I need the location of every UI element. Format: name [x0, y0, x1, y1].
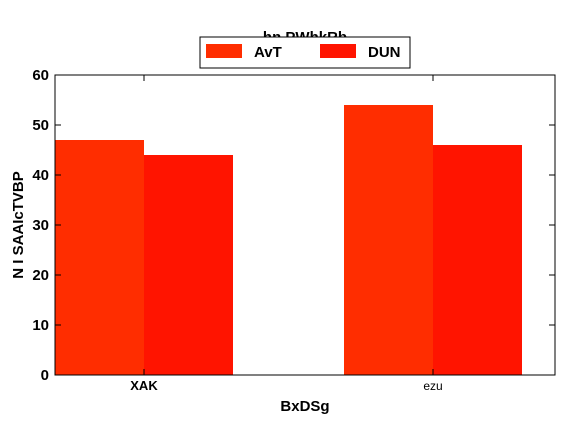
legend-swatch-avt — [206, 44, 242, 58]
y-tick-label: 50 — [32, 117, 49, 134]
bars-layer — [55, 105, 522, 375]
legend-box — [199, 36, 411, 69]
x-tick-label: XAK — [130, 378, 158, 393]
legend: AvT DUN — [199, 36, 411, 69]
legend-swatch-dun — [320, 44, 356, 58]
x-axis-label: BxDSg — [280, 398, 329, 415]
bar-dun-xak — [144, 155, 233, 375]
y-tick-label: 40 — [32, 167, 49, 184]
y-axis-label: N I SAAIcTVBP — [10, 171, 27, 279]
legend-label-dun: DUN — [368, 44, 401, 61]
bar-dun-ezu — [433, 145, 522, 375]
y-tick-label: 10 — [32, 317, 49, 334]
ticks-layer: 0 10 20 30 40 50 60 XAK ezu — [32, 67, 555, 393]
x-tick-label: ezu — [423, 379, 442, 393]
y-tick-label: 30 — [32, 217, 49, 234]
y-tick-label: 20 — [32, 267, 49, 284]
bar-avt-xak — [55, 140, 144, 375]
y-tick-label: 60 — [32, 67, 49, 84]
bar-avt-ezu — [344, 105, 433, 375]
y-tick-label: 0 — [41, 367, 49, 384]
legend-label-avt: AvT — [254, 44, 282, 61]
